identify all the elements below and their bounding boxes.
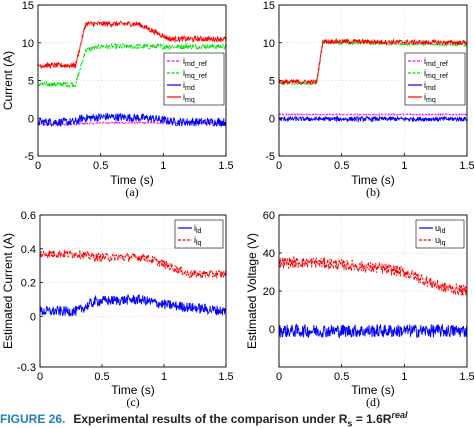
y-tick-label: 15	[22, 0, 34, 12]
y-tick-label: -0.3	[17, 362, 36, 374]
legend-entry: imq_ref	[424, 68, 448, 80]
y-tick-label: 5	[28, 76, 34, 88]
legend-entry: imd_ref	[183, 56, 207, 68]
legend-entry: imd	[183, 80, 195, 92]
series-line-i-mq-ref	[38, 42, 226, 89]
legend-entry: ulq	[435, 235, 446, 247]
series-line-i-ld	[40, 293, 226, 317]
x-axis-label: Time (s)	[351, 383, 395, 397]
chart-panel-2: 0 0.5 1 1.5-5051015imd_refimq_refimdimqTime…	[263, 0, 474, 199]
caption-suffix: = 1.6R	[352, 412, 392, 426]
x-tick-label: 1.5	[459, 371, 474, 383]
caption-text: Experimental results of the comparison u…	[73, 412, 348, 426]
y-tick-label: 40	[263, 248, 275, 260]
caption-superscript: real	[391, 410, 408, 420]
plot-frame	[278, 214, 468, 368]
figure-caption: FIGURE 26. Experimental results of the co…	[0, 410, 474, 428]
legend-entry: ilq	[194, 235, 202, 247]
x-axis-label: Time (s)	[351, 173, 395, 187]
x-axis-label: Time (s)	[110, 173, 154, 187]
series-line-i-md	[279, 115, 467, 124]
x-tick-label: 1.5	[218, 371, 233, 383]
series-line-u-lq	[279, 255, 467, 297]
y-tick-label: 15	[263, 0, 275, 12]
x-axis-label: Time (s)	[111, 383, 155, 397]
y-tick-label: 0.6	[21, 210, 36, 222]
y-axis-label: Estimated Voltage (V)	[245, 233, 259, 349]
x-tick-label: 0	[276, 371, 282, 383]
x-tick-label: 0	[37, 371, 43, 383]
y-tick-label: 20	[263, 286, 275, 298]
y-tick-label: 0.2	[21, 278, 36, 290]
panel-label: (b)	[366, 185, 380, 199]
y-tick-label: 0	[30, 311, 36, 323]
legend-entry: imq	[183, 92, 195, 104]
legend-box	[415, 219, 465, 249]
x-tick-label: 1.5	[459, 160, 474, 172]
caption-label: FIGURE 26.	[0, 412, 66, 426]
chart-panel-1: 0 0.5 1 1.5-5051015imd_refimq_refimdimqTime…	[1, 0, 234, 199]
y-tick-label: 0.4	[21, 244, 36, 256]
x-tick-label: 1.5	[218, 160, 233, 172]
x-tick-label: 1	[401, 371, 407, 383]
series-line-i-md-ref	[279, 112, 467, 117]
y-tick-label: 10	[22, 38, 34, 50]
panel-label: (d)	[366, 395, 380, 409]
panel-label: (c)	[126, 395, 139, 409]
y-tick-label: 60	[263, 210, 275, 222]
x-tick-label: 0	[35, 160, 41, 172]
legend-box	[174, 219, 224, 249]
x-tick-label: 0	[276, 160, 282, 172]
y-tick-label: 10	[263, 38, 275, 50]
series-line-i-mq	[38, 20, 226, 70]
panel-label: (a)	[125, 185, 138, 199]
legend-entry: ild	[194, 223, 202, 235]
y-tick-label: 5	[269, 76, 275, 88]
y-tick-label: 0	[269, 324, 275, 336]
x-tick-label: 1	[161, 371, 167, 383]
legend-entry: imq	[424, 92, 436, 104]
legend-box	[163, 52, 225, 106]
x-tick-label: 1	[401, 160, 407, 172]
series-line-u-ld	[279, 323, 467, 339]
legend-box	[404, 52, 466, 106]
y-tick-label: -5	[265, 151, 275, 163]
x-tick-label: 0.5	[334, 371, 349, 383]
y-axis-label: Estimated Current (A)	[1, 233, 15, 349]
series-line-i-lq	[40, 249, 226, 279]
x-tick-label: 0.5	[93, 160, 108, 172]
y-axis-label: Current (A)	[1, 51, 15, 110]
x-tick-label: 1	[160, 160, 166, 172]
series-line-i-md	[38, 112, 226, 128]
y-tick-label: 0	[28, 113, 34, 125]
x-tick-label: 0.5	[334, 160, 349, 172]
legend-entry: imd_ref	[424, 56, 448, 68]
x-tick-label: 0.5	[94, 371, 109, 383]
y-tick-label: 0	[269, 113, 275, 125]
legend-entry: imd	[424, 80, 436, 92]
legend-entry: uld	[435, 223, 446, 235]
plot-frame	[278, 4, 468, 157]
legend-entry: imq_ref	[183, 68, 207, 80]
series-line-i-mq	[279, 38, 467, 86]
plot-frame	[39, 214, 227, 368]
y-tick-label: -5	[24, 151, 34, 163]
caption-subscript: s	[347, 418, 353, 428]
plot-frame	[37, 4, 227, 157]
